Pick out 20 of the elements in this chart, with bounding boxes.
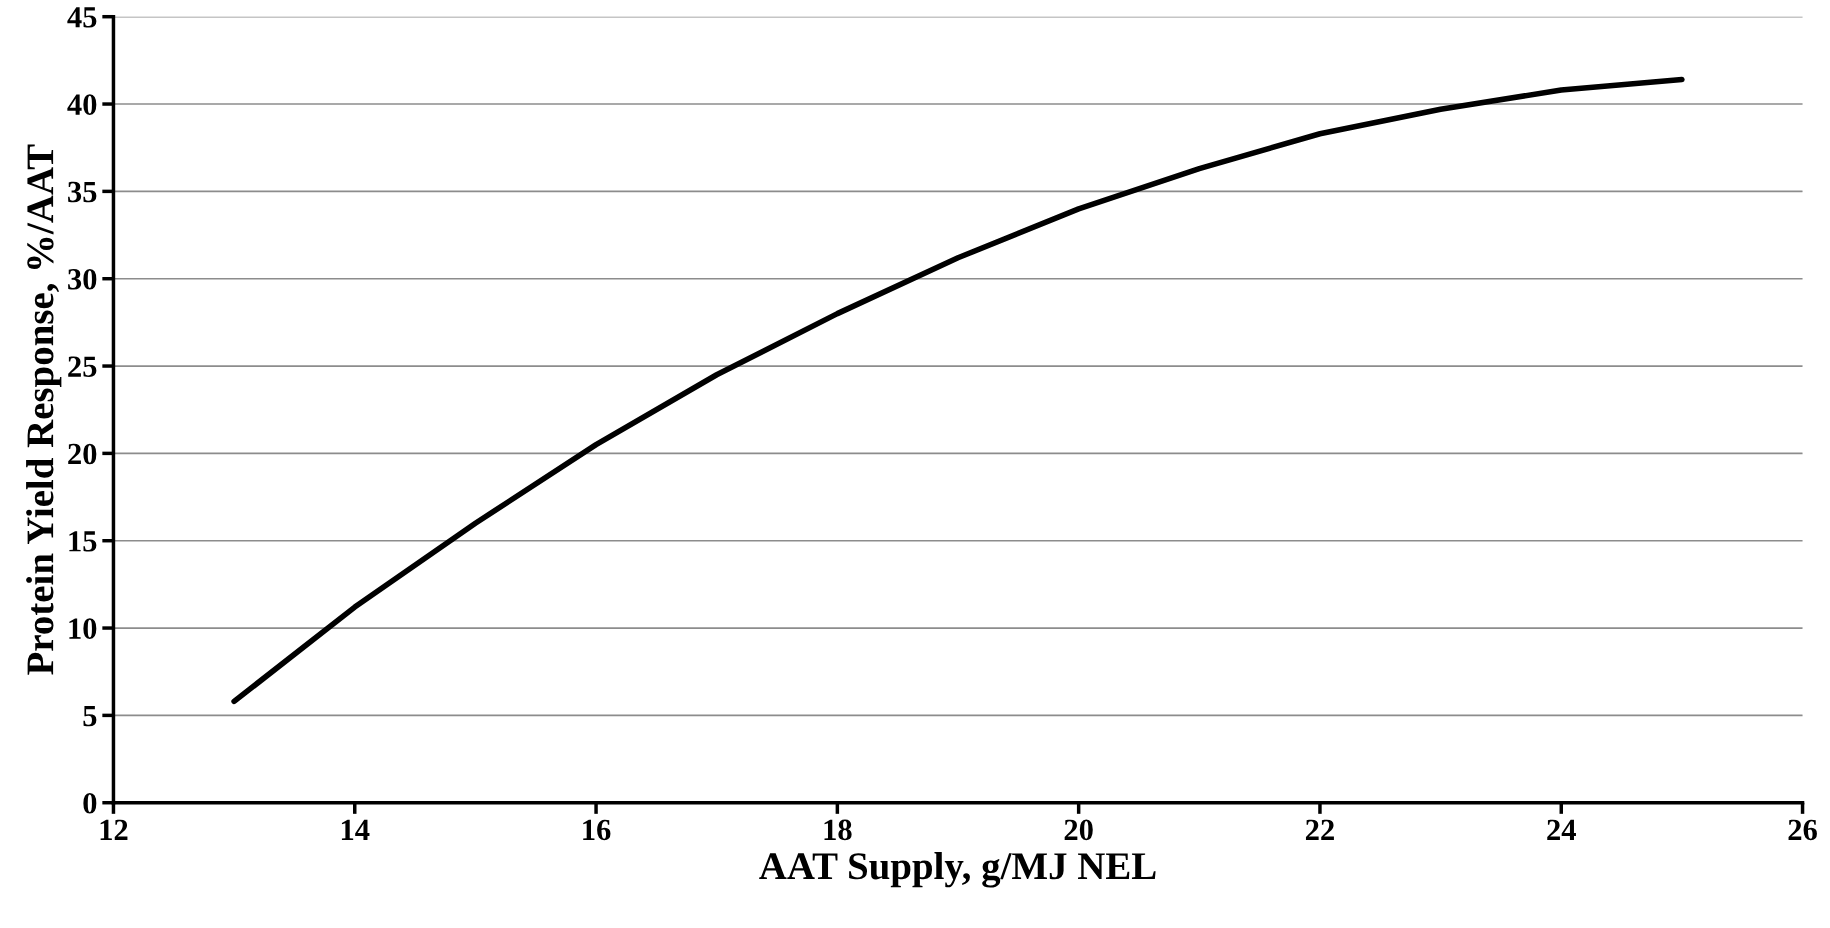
x-tick-label: 22 [1305,819,1334,840]
y-tick-label: 10 [69,618,97,639]
y-axis-title: Protein Yield Response, %/AAT [26,144,62,675]
y-tick-label: 35 [68,181,97,203]
y-tick-label: 0 [83,793,97,814]
x-tick-label: 16 [583,819,611,841]
x-tick-label: 20 [1064,819,1093,841]
y-tick-label: 20 [68,443,97,465]
y-tick-label: 40 [67,94,97,115]
y-tick-label: 5 [83,705,97,727]
y-tick-label: 45 [67,7,97,28]
x-tick-label: 18 [824,819,852,841]
y-tick-label: 25 [68,356,97,377]
x-tick-label: 24 [1547,819,1576,840]
x-tick-label: 26 [1788,819,1817,841]
x-tick-label: 14 [341,819,370,840]
y-tick-label: 30 [68,268,97,290]
x-tick-label: 12 [100,819,128,840]
y-tick-label: 15 [69,531,97,552]
x-axis-title: AAT Supply, g/MJ NEL [759,851,1156,888]
